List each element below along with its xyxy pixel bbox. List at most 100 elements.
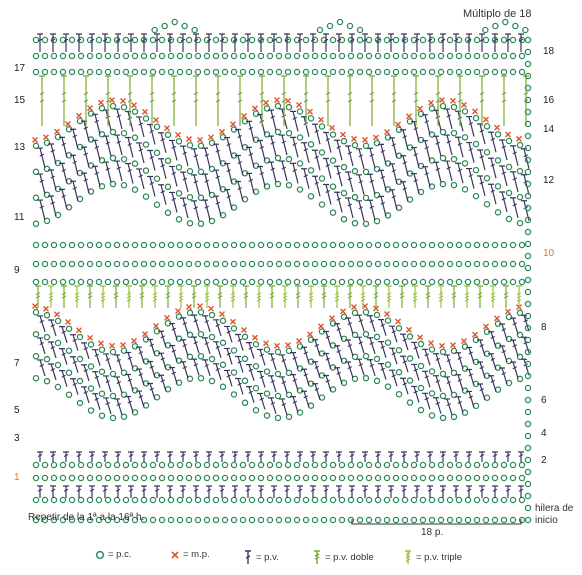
chain-stitch <box>437 496 445 504</box>
chain-stitch <box>275 278 283 286</box>
double-crochet <box>488 375 497 392</box>
stitch-bar <box>457 99 463 103</box>
chain-stitch <box>373 217 381 225</box>
chain-stitch <box>524 456 532 464</box>
double-crochet <box>422 348 431 366</box>
double-crochet <box>246 172 255 194</box>
stitch-bar <box>501 92 507 95</box>
double-crochet <box>167 33 173 52</box>
single-crochet <box>230 121 236 128</box>
stitch-bar <box>399 295 405 299</box>
double-crochet <box>37 485 43 498</box>
chain-stitch <box>419 496 427 504</box>
stitch-bar <box>512 344 517 348</box>
single-crochet <box>263 340 269 347</box>
chain-stitch <box>410 278 418 286</box>
stitch-bar <box>427 454 433 457</box>
chain-stitch <box>41 52 49 60</box>
stitch-bar <box>402 135 407 139</box>
chain-stitch <box>446 461 454 469</box>
chain-stitch <box>175 138 183 145</box>
chain-stitch <box>455 516 463 524</box>
chain-stitch <box>492 22 499 30</box>
double-crochet <box>271 451 277 462</box>
stitch-bar <box>50 346 55 350</box>
chain-stitch <box>248 241 256 249</box>
chain-stitch <box>446 260 454 268</box>
stitch-bar <box>178 292 184 296</box>
chain-stitch <box>43 191 51 199</box>
stitch-bar <box>258 38 264 42</box>
stitch-bar <box>501 328 506 332</box>
stitch-bar <box>479 454 485 457</box>
chain-stitch <box>109 348 117 356</box>
double-crochet <box>499 367 508 385</box>
chain-stitch <box>509 52 517 60</box>
stitch-bar <box>413 346 418 350</box>
stitch-bar <box>245 38 251 42</box>
stitch-bar <box>479 344 484 348</box>
chain-stitch <box>320 241 328 249</box>
double-crochet <box>103 353 112 371</box>
stitch-bar <box>414 488 420 492</box>
stitch-bar <box>237 187 242 190</box>
stitch-bar <box>167 38 173 42</box>
stitch-bar <box>149 92 155 95</box>
stitch-bar <box>39 364 44 368</box>
double-crochet <box>257 348 266 366</box>
chain-stitch <box>185 68 193 76</box>
chain-stitch <box>356 26 364 34</box>
chain-stitch <box>383 241 391 249</box>
chain-stitch <box>320 68 328 76</box>
chain-stitch <box>176 461 184 469</box>
double-crochet <box>334 139 343 161</box>
chain-stitch <box>491 461 499 469</box>
double-crochet <box>411 146 420 168</box>
chain-stitch <box>203 241 211 249</box>
double-crochet <box>477 361 486 379</box>
chain-stitch <box>446 496 454 504</box>
stitch-bar <box>435 379 440 383</box>
chain-stitch <box>401 68 409 76</box>
stitch-bar <box>94 375 99 379</box>
chain-stitch <box>419 52 427 60</box>
double-crochet <box>128 451 134 462</box>
chain-stitch <box>176 496 184 504</box>
stitch-bar <box>512 366 517 370</box>
chain-stitch <box>142 193 150 200</box>
double-crochet <box>232 451 238 462</box>
single-crochet <box>516 135 522 142</box>
chain-stitch <box>86 461 94 469</box>
chain-stitch <box>450 391 458 399</box>
chain-stitch <box>149 260 157 268</box>
chain-stitch <box>302 516 310 524</box>
stitch-bar <box>160 335 165 339</box>
chain-stitch <box>419 516 427 524</box>
chain-stitch <box>284 68 292 76</box>
stitch-bar <box>516 298 522 302</box>
double-crochet <box>219 451 225 462</box>
chain-stitch <box>76 399 84 407</box>
stitch-bar <box>281 140 286 144</box>
single-crochet <box>329 315 335 322</box>
stitch-bar <box>360 298 366 302</box>
chain-stitch <box>252 110 260 118</box>
stitch-bar <box>182 344 187 347</box>
stitch-bar <box>440 454 446 457</box>
single-crochet <box>395 121 401 128</box>
chain-stitch <box>401 260 409 268</box>
chain-stitch <box>284 474 292 482</box>
double-crochet <box>81 364 90 382</box>
double-crochet <box>224 136 233 158</box>
chain-stitch <box>149 496 157 504</box>
double-crochet <box>356 336 365 354</box>
double-crochet <box>169 191 178 213</box>
chain-stitch <box>284 241 292 249</box>
double-crochet <box>147 382 156 400</box>
stitch-bar <box>323 454 329 457</box>
stitch-bar <box>424 397 429 401</box>
chain-stitch <box>77 52 85 60</box>
chain-stitch <box>122 260 130 268</box>
chain-stitch <box>176 52 184 60</box>
stitch-bar <box>248 390 253 394</box>
